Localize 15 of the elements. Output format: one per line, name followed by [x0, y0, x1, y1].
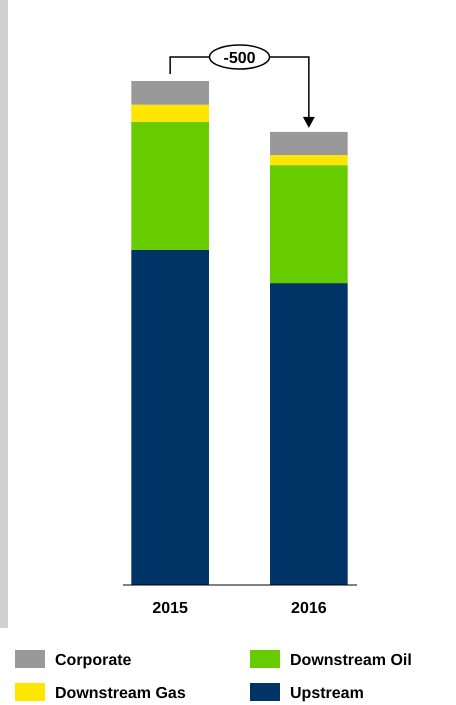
x-tick-label: 2015 [152, 600, 188, 617]
bar [270, 283, 348, 585]
bar [270, 155, 348, 166]
legend-label: Downstream Oil [290, 652, 412, 669]
bar [131, 250, 209, 585]
bar [131, 104, 209, 122]
legend-label: Upstream [290, 685, 364, 702]
bar [131, 81, 209, 105]
x-tick-label: 2016 [291, 600, 327, 617]
text: -500 [223, 50, 256, 67]
legend-label: Corporate [55, 652, 132, 669]
bar [131, 122, 209, 250]
bar [270, 165, 348, 284]
legend-label: Downstream Gas [55, 685, 186, 702]
bar [270, 132, 348, 156]
